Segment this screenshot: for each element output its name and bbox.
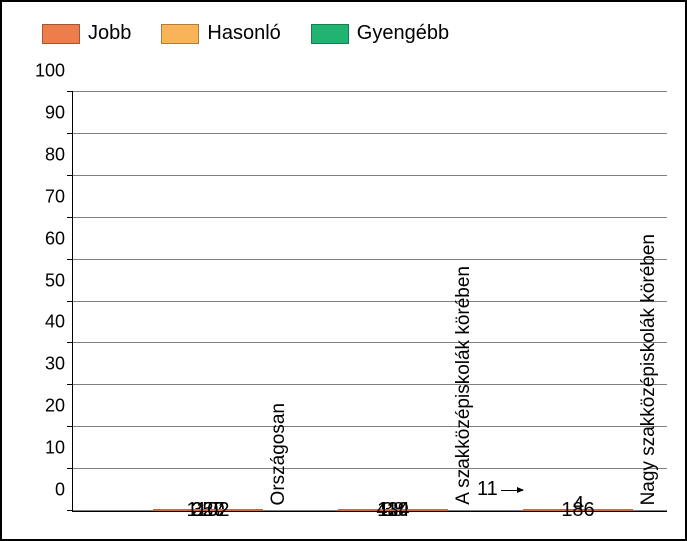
y-tick-label: 100	[23, 61, 73, 82]
gridline	[73, 468, 667, 469]
y-tick	[67, 175, 73, 176]
gridline	[73, 217, 667, 218]
y-tick-label: 20	[23, 396, 73, 417]
y-tick-label: 70	[23, 186, 73, 207]
legend-label-jobb: Jobb	[88, 22, 131, 45]
y-tick	[67, 259, 73, 260]
category-label-orszagosan: Országosan	[268, 403, 290, 505]
y-tick	[67, 342, 73, 343]
legend-label-gyengebb: Gyengébb	[357, 22, 449, 45]
category-label-szakkozepiskolak: A szakközépiskolák körében	[453, 266, 475, 505]
legend-item-hasonlo: Hasonló	[161, 22, 280, 45]
gridline	[73, 426, 667, 427]
chart-container: Jobb Hasonló Gyengébb	[0, 0, 687, 541]
bar-value-gyengebb-small: 4	[573, 493, 584, 516]
y-tick-label: 90	[23, 102, 73, 123]
gridline	[73, 175, 667, 176]
bar-segment-jobb: 434	[338, 509, 448, 511]
bar-value: 1102	[186, 499, 229, 522]
y-tick	[67, 91, 73, 92]
gridline	[73, 301, 667, 302]
y-tick-label: 0	[23, 480, 73, 501]
y-tick-label: 30	[23, 354, 73, 375]
category-label-nagy-szakkozepiskolak: Nagy szakközépiskolák körében	[638, 234, 660, 505]
y-tick-label: 10	[23, 438, 73, 459]
legend-item-gyengebb: Gyengébb	[311, 22, 449, 45]
gridline	[73, 133, 667, 134]
gridline	[73, 384, 667, 385]
legend-label-hasonlo: Hasonló	[207, 22, 280, 45]
legend-item-jobb: Jobb	[42, 22, 131, 45]
legend-swatch-jobb	[42, 24, 80, 44]
y-tick-label: 80	[23, 144, 73, 165]
y-tick	[67, 468, 73, 469]
y-tick	[67, 301, 73, 302]
y-tick	[67, 510, 73, 511]
y-tick	[67, 217, 73, 218]
y-tick-label: 60	[23, 228, 73, 249]
legend-swatch-gyengebb	[311, 24, 349, 44]
bar-value-hasonlo-small: 11	[477, 478, 498, 501]
legend: Jobb Hasonló Gyengébb	[42, 22, 449, 45]
arrow-icon	[501, 490, 523, 491]
bar-segment-jobb: 1102	[153, 509, 263, 511]
plot-area: 0 10 20 30 40 50 60 70 80 90 100 350 227…	[72, 92, 667, 512]
gridline	[73, 259, 667, 260]
legend-swatch-hasonlo	[161, 24, 199, 44]
gridline	[73, 342, 667, 343]
y-tick-label: 40	[23, 312, 73, 333]
y-tick-label: 50	[23, 270, 73, 291]
gridline	[73, 91, 667, 92]
y-tick	[67, 426, 73, 427]
y-tick	[67, 133, 73, 134]
y-tick	[67, 384, 73, 385]
bar-value: 434	[376, 499, 409, 522]
